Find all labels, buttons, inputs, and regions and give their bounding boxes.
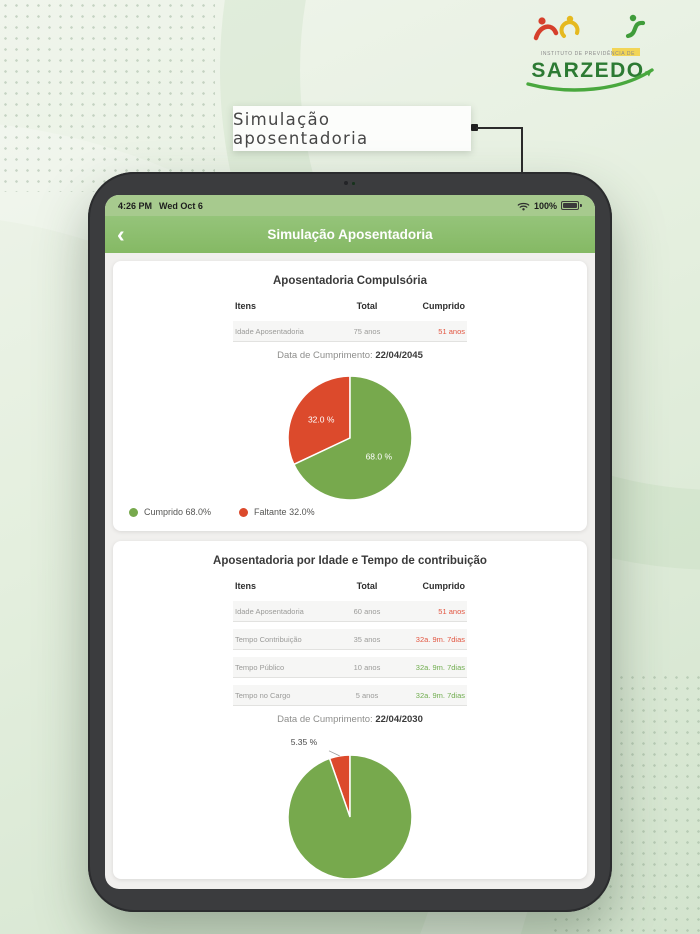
table-header-row: Itens Total Cumprido	[233, 301, 467, 321]
card-aposentadoria-idade-tempo: Aposentadoria por Idade e Tempo de contr…	[113, 541, 587, 879]
tablet-sensor-icon	[352, 182, 355, 185]
status-left: 4:26 PM Wed Oct 6	[118, 201, 210, 211]
pie-legend: Cumprido 68.0% Faltante 32.0%	[113, 505, 587, 531]
table-row: Tempo no Cargo 5 anos 32a. 9m. 7dias	[233, 685, 467, 706]
cell-cumprido: 51 anos	[438, 326, 465, 336]
sarzedo-logo: INSTITUTO DE PREVIDÊNCIA DE SARZEDO	[512, 10, 664, 98]
pie-chart-idade-tempo: 5.35 %	[287, 737, 413, 879]
date-value: 22/04/2045	[375, 350, 423, 361]
callout-connector-hline	[476, 127, 523, 129]
table-row: Idade Aposentadoria 75 anos 51 anos	[233, 321, 467, 342]
cell-item: Idade Aposentadoria	[235, 606, 304, 616]
date-line: Data de Cumprimento: 22/04/2030	[113, 714, 587, 725]
legend-item: Cumprido 68.0%	[129, 507, 211, 517]
col-header-itens: Itens	[235, 581, 257, 591]
card-title: Aposentadoria por Idade e Tempo de contr…	[213, 555, 487, 567]
logo-tagline: INSTITUTO DE PREVIDÊNCIA DE	[541, 49, 635, 57]
cell-total: 10 anos	[353, 662, 381, 672]
pie-slice-cumprido	[292, 375, 413, 501]
legend-label: Faltante 32.0%	[254, 507, 315, 517]
back-button[interactable]: ‹	[117, 221, 125, 247]
table-header-row: Itens Total Cumprido	[233, 581, 467, 601]
app-header: ‹ Simulação Aposentadoria	[105, 216, 595, 253]
table-body: Idade Aposentadoria 75 anos 51 anos	[233, 321, 467, 342]
tablet-screen: 4:26 PM Wed Oct 6 100% ‹ Simulação Aposen…	[105, 195, 595, 889]
status-bar: 4:26 PM Wed Oct 6 100%	[105, 195, 595, 216]
callout-connector-dot	[471, 124, 478, 131]
legend-dot-icon	[239, 507, 249, 517]
status-date: Wed Oct 6	[159, 200, 203, 211]
logo-figures-icon	[533, 14, 646, 41]
logo-yellow-mark	[612, 48, 640, 56]
date-line: Data de Cumprimento: 22/04/2045	[113, 350, 587, 361]
cell-item: Tempo Público	[235, 662, 285, 672]
pie-label-leader-line	[328, 750, 340, 757]
battery-icon	[561, 201, 579, 210]
cell-total: 60 anos	[353, 606, 381, 616]
col-header-total: Total	[356, 581, 378, 591]
col-header-cumprido: Cumprido	[422, 301, 466, 311]
card-table: Itens Total Cumprido Idade Aposentadoria…	[233, 301, 467, 342]
date-label: Data de Cumprimento:	[277, 350, 373, 361]
cell-cumprido: 32a. 9m. 7dias	[415, 662, 465, 672]
dot-pattern-top-left	[0, 0, 215, 192]
logo-swoosh-tip	[645, 70, 652, 77]
status-time: 4:26 PM	[118, 200, 153, 211]
col-header-total: Total	[356, 301, 378, 311]
pie-slice-label: 5.35 %	[291, 737, 318, 747]
cell-cumprido: 32a. 9m. 7dias	[415, 690, 465, 700]
cell-cumprido: 51 anos	[438, 606, 465, 616]
col-header-itens: Itens	[235, 301, 257, 311]
cell-total: 75 anos	[353, 326, 381, 336]
wifi-icon	[517, 202, 530, 210]
cell-cumprido: 32a. 9m. 7dias	[415, 634, 465, 644]
date-label: Data de Cumprimento:	[277, 714, 373, 725]
table-row: Idade Aposentadoria 60 anos 51 anos	[233, 601, 467, 622]
legend-item: Faltante 32.0%	[239, 507, 315, 517]
battery-percent: 100%	[533, 200, 557, 211]
tablet-camera-icon	[344, 181, 348, 185]
cell-item: Tempo Contribuição	[235, 634, 302, 644]
pie-slice-faltante	[287, 375, 351, 466]
table-row: Tempo Contribuição 35 anos 32a. 9m. 7dias	[233, 629, 467, 650]
callout-label: Simulação aposentadoria	[233, 106, 471, 151]
card-aposentadoria-compulsoria: Aposentadoria Compulsória Itens Total Cu…	[113, 261, 587, 531]
cell-item: Idade Aposentadoria	[235, 326, 304, 336]
pie-slice-label: 32.0 %	[308, 415, 335, 425]
cell-total: 5 anos	[355, 690, 379, 700]
pie-slice-label: 68.0 %	[366, 451, 393, 461]
card-table: Itens Total Cumprido Idade Aposentadoria…	[233, 581, 467, 706]
table-body: Idade Aposentadoria 60 anos 51 anos Tempo C…	[233, 601, 467, 706]
cell-total: 35 anos	[353, 634, 381, 644]
app-title: Simulação Aposentadoria	[267, 227, 433, 242]
card-title: Aposentadoria Compulsória	[273, 275, 427, 287]
pie-chart-compulsoria: 32.0 % 68.0 %	[287, 375, 413, 501]
app-content-scroll[interactable]: Aposentadoria Compulsória Itens Total Cu…	[105, 253, 595, 889]
legend-label: Cumprido 68.0%	[144, 507, 212, 517]
legend-dot-icon	[129, 507, 138, 517]
logo-name: SARZEDO	[531, 59, 644, 82]
table-row: Tempo Público 10 anos 32a. 9m. 7dias	[233, 657, 467, 678]
logo-swoosh	[526, 68, 654, 92]
pie-slice-cumprido	[287, 754, 413, 879]
cell-item: Tempo no Cargo	[235, 690, 291, 700]
status-right: 100%	[517, 201, 582, 211]
battery-nub	[580, 203, 582, 208]
col-header-cumprido: Cumprido	[422, 581, 466, 591]
date-value: 22/04/2030	[375, 714, 423, 725]
callout-connector-vline	[521, 127, 523, 173]
tablet-device: 4:26 PM Wed Oct 6 100% ‹ Simulação Aposen…	[88, 172, 612, 912]
